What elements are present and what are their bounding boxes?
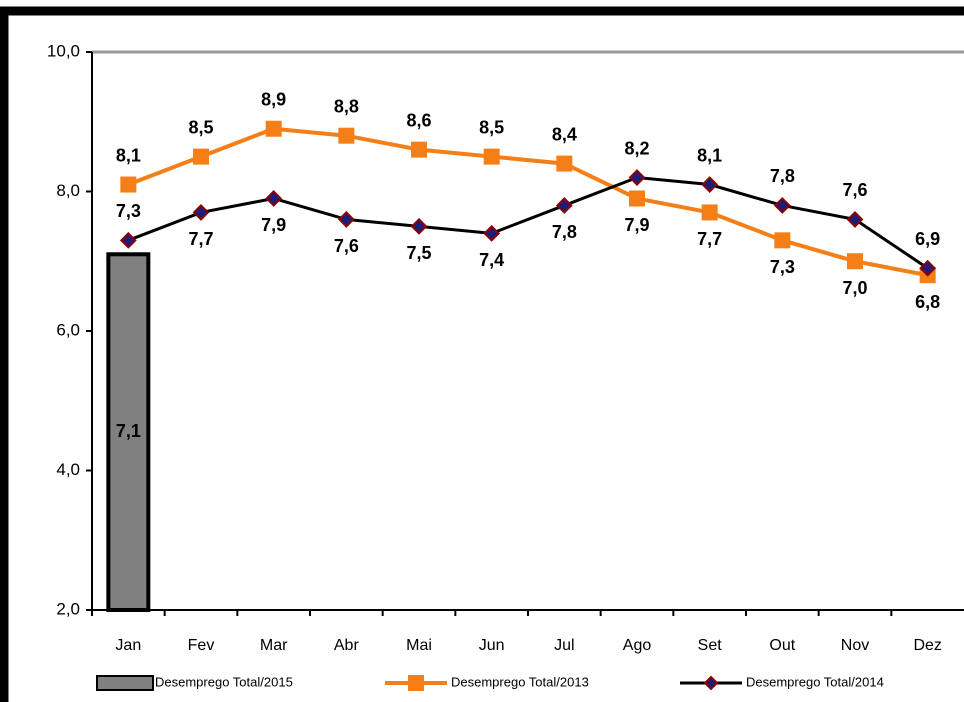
value-label: 7,3 (116, 201, 141, 221)
value-label: 8,1 (697, 145, 722, 165)
legend-label: Desemprego Total/2014 (746, 674, 884, 689)
value-label: 7,0 (842, 278, 867, 298)
point-marker (629, 190, 645, 207)
point-marker (119, 231, 137, 249)
point-marker (774, 232, 791, 249)
point-marker (338, 127, 355, 144)
point-marker (410, 217, 428, 235)
value-label: 7,7 (697, 229, 722, 249)
value-label: 7,6 (334, 236, 359, 256)
y-tick-label: 6,0 (56, 320, 80, 339)
point-marker (919, 259, 937, 277)
value-label: 7,9 (624, 215, 649, 235)
legend-marker (703, 675, 719, 691)
x-tick-label: Jun (479, 637, 505, 654)
value-label: 6,9 (915, 229, 940, 249)
value-label: 8,2 (624, 138, 649, 158)
value-label: 7,4 (479, 250, 504, 270)
y-tick-label: 2,0 (56, 599, 80, 618)
point-marker (193, 148, 209, 165)
legend-swatch (96, 675, 154, 691)
point-marker (556, 155, 573, 172)
point-marker (628, 169, 646, 186)
point-marker (411, 141, 427, 158)
point-marker (773, 197, 791, 214)
point-marker (483, 224, 501, 242)
value-label: 8,4 (552, 124, 577, 144)
point-marker (701, 204, 718, 221)
legend-label: Desemprego Total/2015 (155, 674, 293, 689)
legend-label: Desemprego Total/2013 (451, 674, 589, 689)
point-marker (555, 197, 573, 214)
value-label: 7,3 (770, 257, 795, 277)
x-tick-label: Jan (115, 637, 141, 654)
value-label: 8,6 (406, 110, 431, 130)
value-label: 6,8 (915, 292, 940, 312)
y-tick-label: 4,0 (56, 460, 80, 479)
line (127, 126, 929, 278)
value-label: 7,8 (552, 222, 577, 242)
point-marker (483, 148, 500, 165)
x-tick-label: Set (698, 637, 723, 654)
point-marker (192, 204, 210, 221)
legend-marker (408, 675, 424, 691)
point-marker (265, 190, 283, 207)
value-label: 8,5 (479, 117, 504, 137)
value-label: 7,7 (188, 229, 213, 249)
x-tick-label: Abr (334, 637, 360, 654)
line (127, 176, 929, 270)
point-marker (337, 210, 355, 228)
bar (106, 252, 151, 612)
value-label: 7,5 (406, 243, 431, 263)
point-marker (265, 120, 282, 137)
x-tick-label: Jul (554, 637, 574, 654)
value-label: 8,5 (188, 117, 213, 137)
point-marker (701, 176, 719, 193)
value-label: 7,9 (261, 215, 286, 235)
value-label: 7,8 (770, 166, 795, 186)
x-tick-label: Nov (841, 637, 869, 654)
value-label: 7,6 (842, 180, 867, 200)
point-marker (846, 210, 864, 228)
y-tick-label: 10,0 (47, 41, 80, 60)
x-tick-label: Ago (623, 637, 652, 654)
point-marker (847, 253, 863, 270)
chart-frame (0, 6, 964, 702)
value-label: 8,8 (334, 96, 359, 116)
value-label: 8,1 (116, 145, 141, 165)
x-tick-label: Mai (406, 637, 432, 654)
x-tick-label: Dez (913, 637, 941, 654)
value-label: 7,1 (116, 421, 141, 441)
value-label: 8,9 (261, 89, 286, 109)
x-tick-label: Out (769, 637, 795, 654)
x-tick-label: Fev (188, 637, 215, 654)
point-marker (120, 176, 137, 193)
x-tick-label: Mar (260, 637, 288, 654)
y-tick-label: 8,0 (56, 181, 80, 200)
